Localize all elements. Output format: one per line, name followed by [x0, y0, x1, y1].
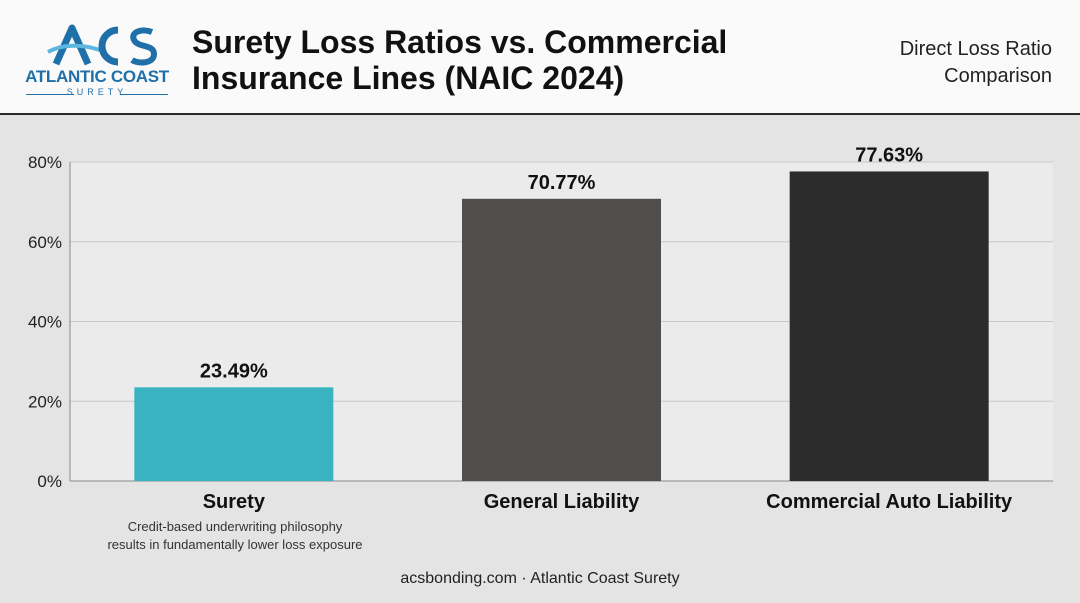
brand-logo: ATLANTIC COAST SURETY — [22, 22, 172, 98]
logo-rule-right — [120, 94, 168, 95]
brand-name: ATLANTIC COAST — [25, 67, 169, 86]
chart-subtitle-line-2: Comparison — [944, 65, 1052, 87]
header: ATLANTIC COAST SURETY Surety Loss Ratios… — [0, 0, 1080, 115]
footer-credit: acsbonding.com · Atlantic Coast Surety — [400, 570, 680, 587]
x-tick-label: Surety — [203, 491, 266, 513]
bar-value-label: 70.77% — [528, 172, 596, 194]
y-tick-label: 20% — [28, 392, 62, 411]
bar — [789, 171, 989, 481]
brand-sub: SURETY — [66, 87, 128, 97]
bar — [462, 198, 661, 481]
bar-value-label: 77.63% — [855, 144, 923, 166]
chart-subtitle: Direct Loss Ratio Comparison — [802, 36, 1052, 90]
y-tick-label: 60% — [28, 233, 62, 252]
brand-sub-row: SURETY — [22, 87, 172, 100]
y-tick-label: 40% — [28, 313, 62, 332]
x-tick-label: Commercial Auto Liability — [766, 491, 1013, 513]
y-tick-label: 80% — [28, 153, 62, 172]
chart-title: Surety Loss Ratios vs. Commercial Insura… — [192, 24, 792, 96]
bar-chart: 0% 20% 40% 60% 80% 23.49% Surety 70.77% General … — [28, 144, 1053, 513]
chart-title-line-1: Surety Loss Ratios vs. Commercial — [192, 24, 728, 60]
surety-annotation: Credit-based underwriting philosophy res… — [80, 518, 390, 554]
x-tick-label: General Liability — [484, 491, 640, 513]
y-tick-label: 0% — [37, 472, 62, 491]
annotation-line-1: Credit-based underwriting philosophy — [127, 519, 343, 534]
annotation-line-2: results in fundamentally lower loss expo… — [107, 537, 363, 552]
chart-subtitle-line-1: Direct Loss Ratio — [899, 38, 1052, 60]
bar-value-label: 23.49% — [200, 360, 268, 382]
acs-logo-icon — [47, 24, 158, 66]
bar — [134, 387, 334, 481]
chart-title-line-2: Insurance Lines (NAIC 2024) — [192, 60, 625, 96]
logo-rule-left — [26, 94, 74, 95]
